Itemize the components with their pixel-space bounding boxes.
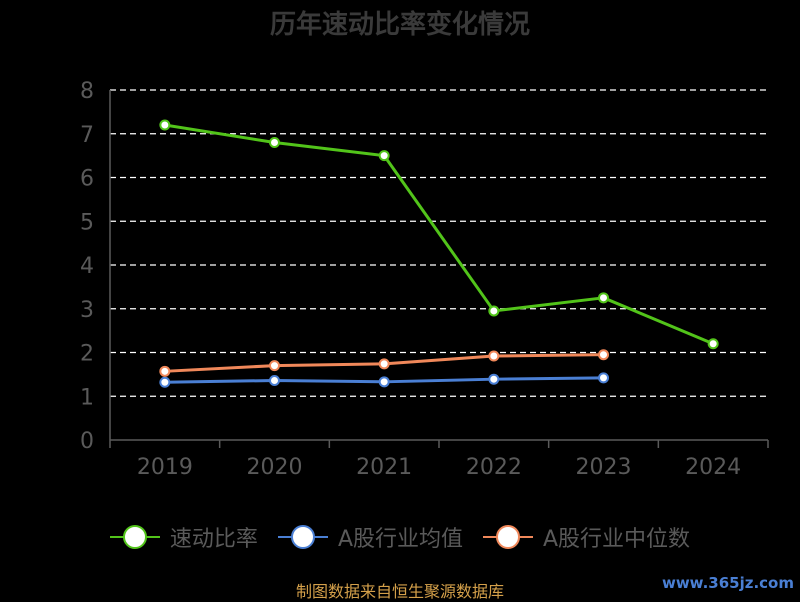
- data-point: [269, 137, 280, 148]
- x-tick-label: 2023: [576, 455, 632, 480]
- legend-label: A股行业中位数: [543, 527, 691, 552]
- y-tick-label: 2: [80, 342, 94, 367]
- y-tick-label: 7: [80, 123, 94, 148]
- x-tick-label: 2019: [137, 455, 193, 480]
- legend-swatch: [483, 525, 533, 549]
- y-tick-label: 4: [80, 254, 94, 279]
- legend-item: A股行业中位数: [483, 521, 690, 553]
- legend-swatch: [109, 525, 160, 549]
- data-point: [488, 350, 500, 362]
- x-tick-label: 2024: [685, 455, 741, 480]
- y-tick-label: 3: [80, 298, 94, 323]
- legend-swatch: [277, 525, 328, 549]
- x-tick-label: 2021: [356, 455, 412, 480]
- series-line: [164, 123, 714, 346]
- data-point: [378, 376, 390, 388]
- data-point: [598, 349, 609, 361]
- data-point: [488, 373, 500, 385]
- y-tick-label: 6: [80, 167, 94, 192]
- y-tick-label: 8: [80, 79, 94, 104]
- source-note: 制图数据来自恒生聚源数据库: [295, 582, 504, 601]
- data-point: [159, 365, 171, 377]
- data-point: [269, 375, 280, 386]
- y-tick-label: 0: [80, 429, 94, 454]
- data-point: [159, 119, 171, 131]
- data-point: [269, 360, 280, 372]
- y-tick-label: 1: [80, 385, 94, 410]
- data-point: [707, 338, 719, 350]
- data-point: [598, 292, 609, 304]
- x-tick-label: 2022: [466, 455, 522, 480]
- chart-title: 历年速动比率变化情况: [269, 10, 530, 40]
- x-tick-label: 2020: [247, 455, 303, 480]
- watermark-logo: www.365jz.com: [661, 574, 794, 592]
- data-point: [378, 358, 390, 370]
- y-tick-label: 5: [80, 210, 94, 235]
- legend-label: 速动比率: [169, 527, 258, 552]
- legend-item: A股行业均值: [277, 521, 463, 553]
- data-point: [159, 376, 171, 388]
- data-point: [488, 305, 500, 317]
- legend-label: A股行业均值: [337, 527, 463, 552]
- data-point: [378, 150, 390, 162]
- data-point: [598, 372, 609, 384]
- legend-item: 速动比率: [109, 521, 258, 553]
- legend: 速动比率 A股行业均值 A股行业中位数: [0, 520, 800, 554]
